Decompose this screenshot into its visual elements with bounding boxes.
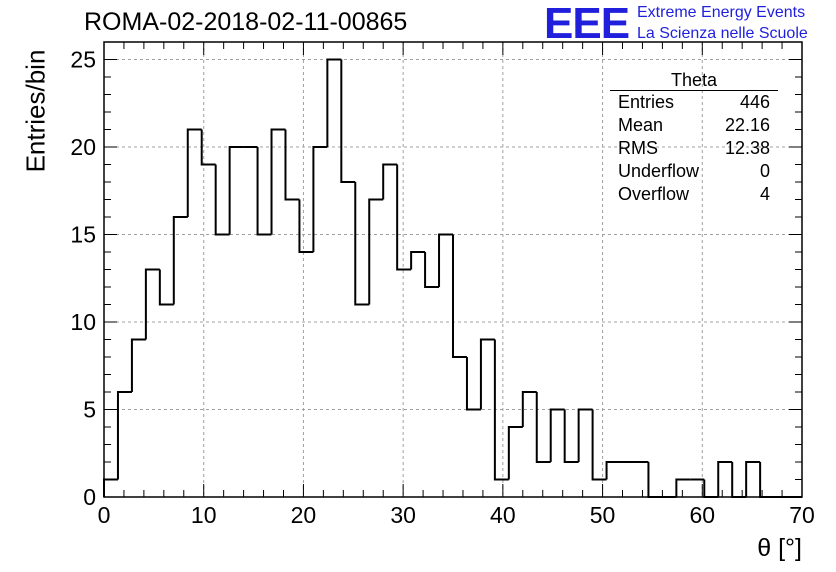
stats-label: RMS [618, 138, 658, 158]
histogram-bin [605, 461, 621, 480]
x-tick-label: 60 [689, 502, 715, 528]
histogram-bin [186, 128, 202, 217]
stats-label: Underflow [618, 161, 700, 181]
histogram-bin [521, 391, 537, 427]
x-tick-label: 20 [291, 502, 317, 528]
histogram-bin [703, 479, 719, 498]
histogram-bin [479, 338, 495, 410]
logo-line-2: La Scienza nelle Scuole [637, 25, 808, 42]
histogram-bin [745, 461, 761, 497]
histogram-bin [507, 426, 523, 480]
stats-label: Entries [618, 92, 675, 112]
x-tick-label: 50 [590, 502, 616, 528]
histogram-bin [312, 146, 328, 252]
histogram-bin [577, 408, 593, 462]
histogram-bin [270, 128, 286, 235]
histogram-bin [130, 338, 146, 392]
histogram-bin [298, 199, 314, 253]
histogram-bin [228, 146, 244, 235]
histogram-bin [717, 461, 733, 497]
x-tick-label: 70 [789, 502, 815, 528]
histogram-bin [465, 357, 481, 411]
histogram-bin [675, 478, 691, 497]
x-tick-label: 10 [191, 502, 217, 528]
x-tick-label: 30 [390, 502, 416, 528]
histogram-bin [368, 198, 384, 305]
histogram-bin [382, 163, 398, 200]
histogram-bin [284, 129, 300, 201]
y-tick-label: 10 [70, 309, 96, 335]
run-title: ROMA-02-2018-02-11-00865 [84, 8, 408, 36]
logo-line-1: Extreme Energy Events [637, 4, 806, 21]
y-axis-label: Entries/bin [20, 49, 51, 173]
histogram-bin [340, 59, 356, 183]
histogram-bin [535, 392, 551, 463]
eee-logo: EEE [544, 0, 630, 48]
histogram-bin [647, 462, 663, 498]
stats-row-rms: RMS 12.38 [610, 137, 778, 160]
y-tick-label: 25 [70, 47, 96, 73]
stats-label: Overflow [618, 184, 690, 204]
stats-value: 12.38 [724, 138, 770, 158]
stats-label: Mean [618, 115, 664, 135]
y-tick-label: 0 [83, 484, 96, 510]
y-tick-label: 15 [70, 222, 96, 248]
stats-title: Theta [610, 70, 778, 91]
histogram-bin [256, 147, 272, 236]
histogram-bin [172, 216, 188, 305]
histogram-bin [103, 478, 118, 497]
stats-value: 22.16 [724, 115, 770, 135]
histogram-bin [158, 269, 174, 306]
stats-row-underflow: Underflow 0 [610, 160, 778, 183]
stats-row-overflow: Overflow 4 [610, 183, 778, 206]
logo-caption: Extreme Energy Events La Scienza nelle S… [637, 2, 808, 44]
histogram-bin [452, 234, 467, 358]
histogram-bin [396, 164, 412, 271]
histogram-bin [424, 252, 440, 288]
histogram-steps [103, 58, 802, 498]
histogram-bin [354, 182, 370, 306]
histogram-bin [116, 391, 132, 480]
stats-value: 446 [739, 92, 770, 112]
stats-value: 0 [759, 161, 770, 181]
histogram-bin [214, 164, 230, 236]
stats-row-entries: Entries 446 [610, 91, 778, 114]
y-tick-label: 5 [83, 397, 96, 423]
y-tick-label: 20 [70, 134, 96, 160]
x-tick-label: 40 [490, 502, 516, 528]
histogram-bin [549, 408, 565, 462]
histogram-bin [731, 462, 747, 498]
histogram-bin [326, 58, 342, 147]
x-tick-label: 0 [98, 502, 111, 528]
axis-ticks [103, 41, 803, 498]
stats-value: 4 [759, 184, 770, 204]
histogram-bin [200, 129, 216, 166]
histogram-bin [144, 268, 160, 340]
stats-row-mean: Mean 22.16 [610, 114, 778, 137]
histogram-bin [410, 251, 426, 270]
histogram-bin [493, 339, 509, 481]
histogram-bin [591, 409, 607, 481]
stats-box: Theta Entries 446 Mean 22.16 RMS 12.38 U… [610, 70, 778, 206]
histogram-bin [438, 233, 453, 287]
x-axis-label: θ [°] [757, 534, 802, 562]
histogram-bin [563, 409, 579, 463]
